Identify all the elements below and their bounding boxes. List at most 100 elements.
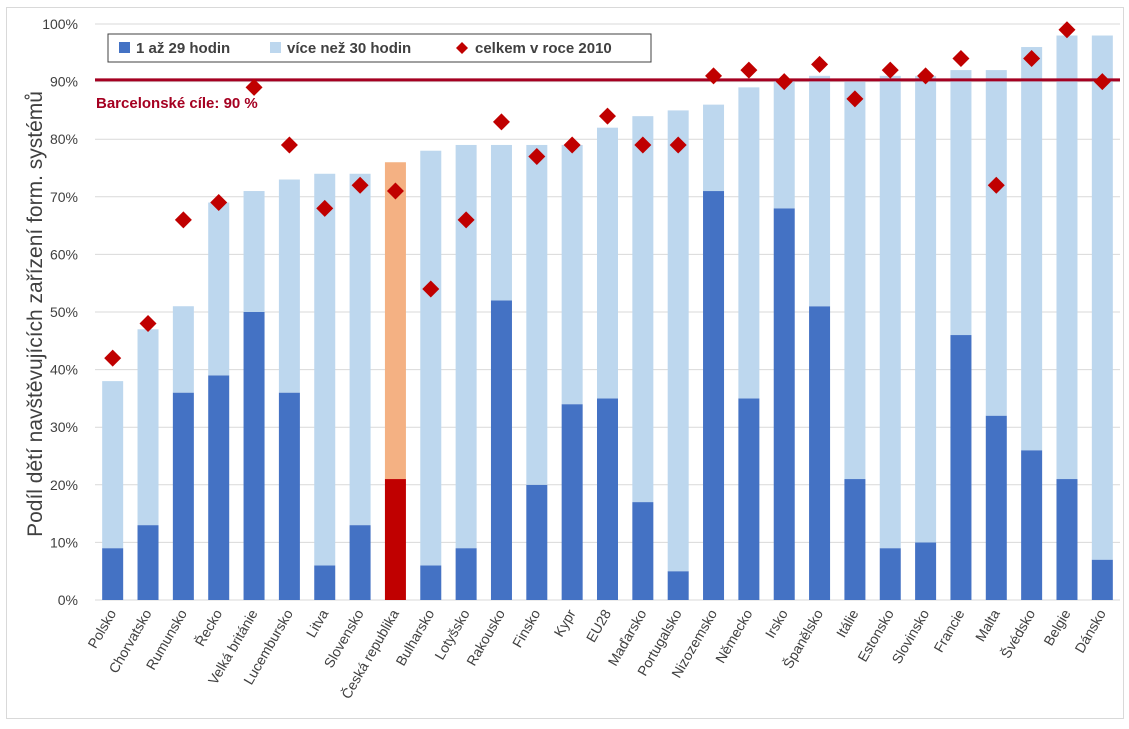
bar-vice-nez-30-hodin [172,306,194,393]
target-line-group: Barcelonské cíle: 90 % [95,78,1120,112]
legend-label-celkem-2010: celkem v roce 2010 [475,40,612,57]
markers-2010 [104,21,1111,367]
x-category-label: Irsko [762,606,791,640]
bar-vice-nez-30-hodin [420,150,442,566]
bar-vice-nez-30-hodin [1021,47,1043,451]
bar-vice-nez-30-hodin [243,191,265,312]
y-tick-label: 60% [50,246,78,262]
legend-swatch-vice-nez-30-hodin [270,42,281,53]
x-category-label: Dánsko [1071,606,1109,655]
bar-vice-nez-30-hodin [632,116,654,503]
y-tick-label: 10% [50,534,78,550]
marker-2010 [917,67,935,85]
bar-vice-nez-30-hodin [950,70,972,336]
bar-1-29-hodin [632,502,654,600]
bar-vice-nez-30-hodin [455,144,477,549]
y-tick-label: 100% [42,16,78,32]
bar-1-29-hodin [349,525,371,600]
bar-vice-nez-30-hodin [208,202,230,376]
bar-vice-nez-30-hodin [278,179,300,393]
marker-2010 [599,107,616,125]
marker-2010 [386,182,404,200]
bar-1-29-hodin [172,392,194,600]
marker-2010 [104,349,122,367]
bar-1-29-hodin [384,479,406,600]
marker-2010 [457,211,475,229]
bar-vice-nez-30-hodin [809,75,831,307]
marker-2010 [881,61,899,79]
x-category-label: Itálie [833,606,862,640]
bar-1-29-hodin [773,208,795,600]
marker-2010 [492,113,510,131]
marker-2010 [811,55,829,73]
bar-vice-nez-30-hodin [879,75,901,549]
bar-1-29-hodin [208,375,230,600]
marker-2010 [775,73,793,91]
marker-2010 [528,147,546,165]
x-category-label: Francie [930,606,967,655]
legend: 1 až 29 hodin více než 30 hodin celkem v r… [107,33,652,63]
bar-1-29-hodin [490,300,512,600]
bar-1-29-hodin [561,404,583,600]
y-tick-label: 20% [50,477,78,493]
bar-1-29-hodin [915,542,937,600]
marker-2010 [952,50,970,68]
bar-vice-nez-30-hodin [915,75,937,543]
marker-2010 [1058,21,1076,39]
legend-label-vice-nez-30-hodin: více než 30 hodin [287,40,411,57]
bar-1-29-hodin [1021,450,1043,600]
bar-1-29-hodin [278,392,300,600]
marker-2010 [1093,73,1111,91]
legend-box [107,33,652,63]
marker-2010 [245,78,263,96]
bar-1-29-hodin [879,548,901,600]
bars [102,35,1113,601]
marker-2010 [351,176,369,194]
marker-2010 [846,90,864,108]
marker-2010 [563,136,581,154]
marker-2010 [280,136,298,154]
legend-label-1-29-hodin: 1 až 29 hodin [136,40,230,57]
marker-2010 [669,136,687,154]
marker-2010 [210,194,228,212]
marker-2010 [634,136,652,154]
x-category-label: Finsko [509,606,544,650]
bar-1-29-hodin [1091,559,1113,600]
marker-2010 [139,315,157,333]
x-category-label: Malta [972,606,1003,644]
marker-2010 [740,61,758,79]
bar-1-29-hodin [844,479,866,600]
bar-1-29-hodin [950,335,972,600]
marker-2010 [987,176,1005,194]
bar-vice-nez-30-hodin [597,127,618,399]
bar-1-29-hodin [985,415,1007,600]
bar-vice-nez-30-hodin [738,87,760,399]
x-category-label: Kypr [550,606,578,639]
bar-1-29-hodin [314,565,336,600]
x-category-label: Řecko [192,606,226,649]
marker-2010 [1023,50,1041,68]
chart-frame [6,7,1124,719]
y-tick-label: 30% [50,419,78,435]
x-category-label: Litva [303,606,332,640]
bar-vice-nez-30-hodin [102,381,124,549]
bar-vice-nez-30-hodin [985,70,1007,416]
bar-1-29-hodin [703,191,725,601]
bar-1-29-hodin [597,398,618,600]
bar-vice-nez-30-hodin [314,173,336,566]
y-tick-label: 80% [50,131,78,147]
bar-vice-nez-30-hodin [773,81,795,209]
y-axis-title: Podíl dětí navštěvujících zařízení form.… [24,91,47,537]
bar-1-29-hodin [526,484,548,600]
bar-1-29-hodin [102,548,124,600]
barcelona-target-label: Barcelonské cíle: 90 % [96,95,258,112]
bar-1-29-hodin [738,398,760,600]
bar-1-29-hodin [455,548,477,600]
bar-1-29-hodin [1056,479,1078,600]
bar-vice-nez-30-hodin [1056,35,1078,480]
bar-vice-nez-30-hodin [384,162,406,480]
bar-1-29-hodin [243,312,265,600]
y-axis-tick-labels: 0% 10% 20% 30% 40% 50% 60% 70% 80% 90% 100% [42,16,78,608]
y-tick-label: 50% [50,304,78,320]
